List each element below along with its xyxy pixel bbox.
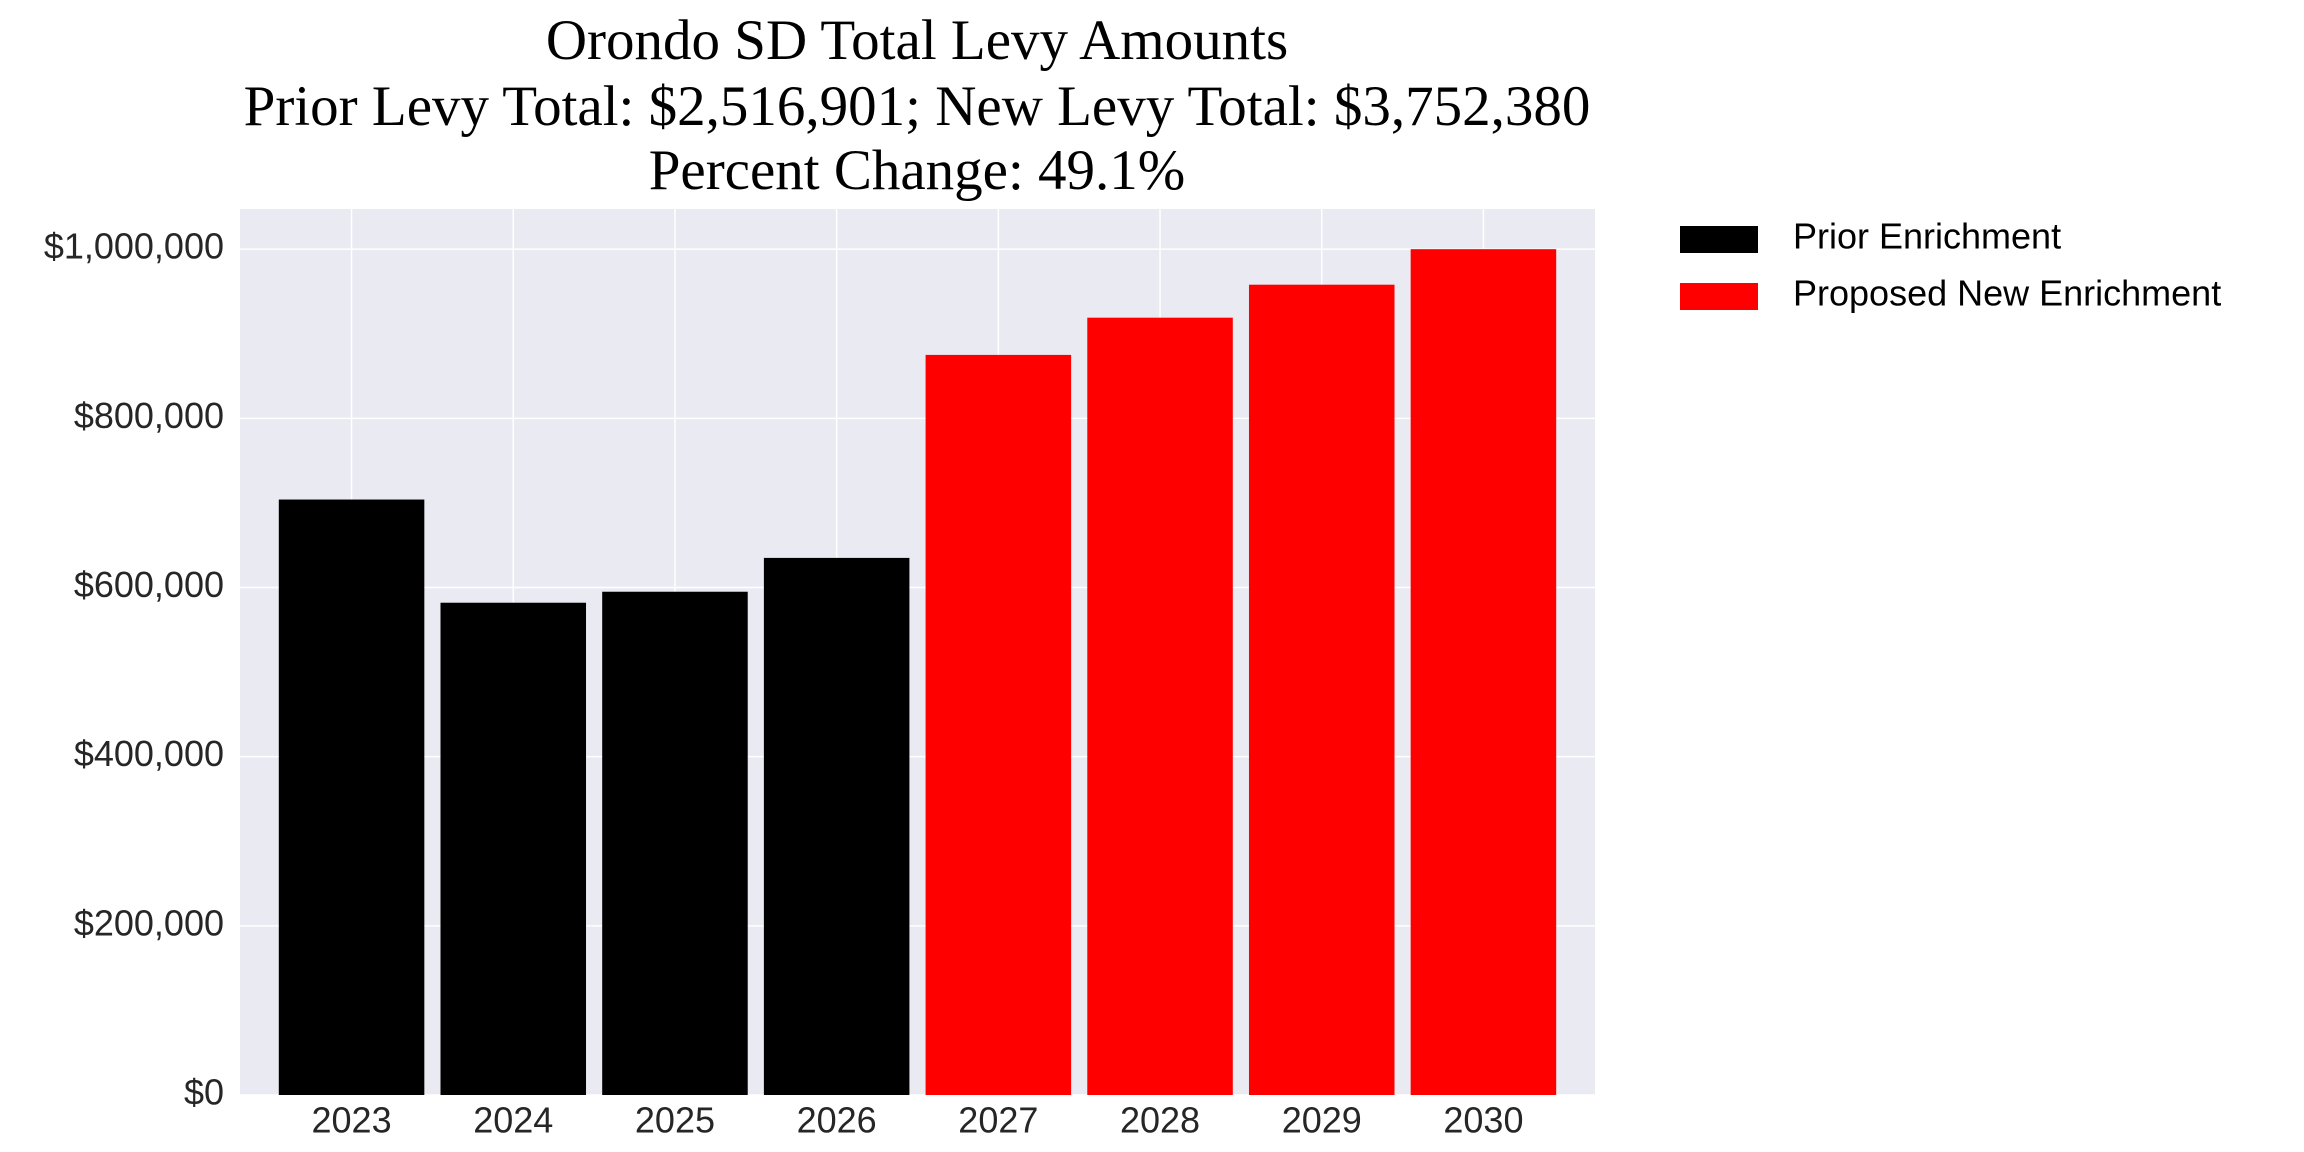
bar (602, 591, 748, 1095)
bar (925, 354, 1072, 1095)
y-tick-label: $0 (184, 1072, 224, 1113)
x-tick-label: 2028 (1120, 1100, 1200, 1141)
chart-subtitle: Prior Levy Total: $2,516,901; New Levy T… (244, 75, 1591, 138)
x-tick-label: 2030 (1443, 1100, 1523, 1141)
chart-title: Orondo SD Total Levy Amounts (546, 9, 1288, 72)
legend-label: Prior Enrichment (1793, 216, 2061, 257)
x-tick-label: 2023 (312, 1100, 392, 1141)
x-tick-label: 2029 (1282, 1100, 1362, 1141)
bar (1410, 249, 1557, 1095)
y-tick-label: $600,000 (74, 564, 224, 605)
legend-label: Proposed New Enrichment (1793, 273, 2221, 314)
bar (440, 602, 587, 1095)
x-tick-label: 2026 (797, 1100, 877, 1141)
bar (278, 499, 425, 1095)
y-tick-label: $200,000 (74, 902, 224, 943)
bar (1087, 317, 1233, 1095)
legend-swatch (1680, 283, 1758, 310)
legend-swatch (1680, 226, 1758, 253)
x-tick-label: 2025 (635, 1100, 715, 1141)
y-tick-label: $1,000,000 (44, 226, 224, 267)
bar (1248, 284, 1395, 1096)
y-tick-label: $400,000 (74, 733, 224, 774)
bar (763, 557, 910, 1095)
y-tick-label: $800,000 (74, 395, 224, 436)
x-tick-label: 2024 (473, 1100, 553, 1141)
chart-subtitle: Percent Change: 49.1% (649, 139, 1186, 202)
x-tick-label: 2027 (958, 1100, 1038, 1141)
